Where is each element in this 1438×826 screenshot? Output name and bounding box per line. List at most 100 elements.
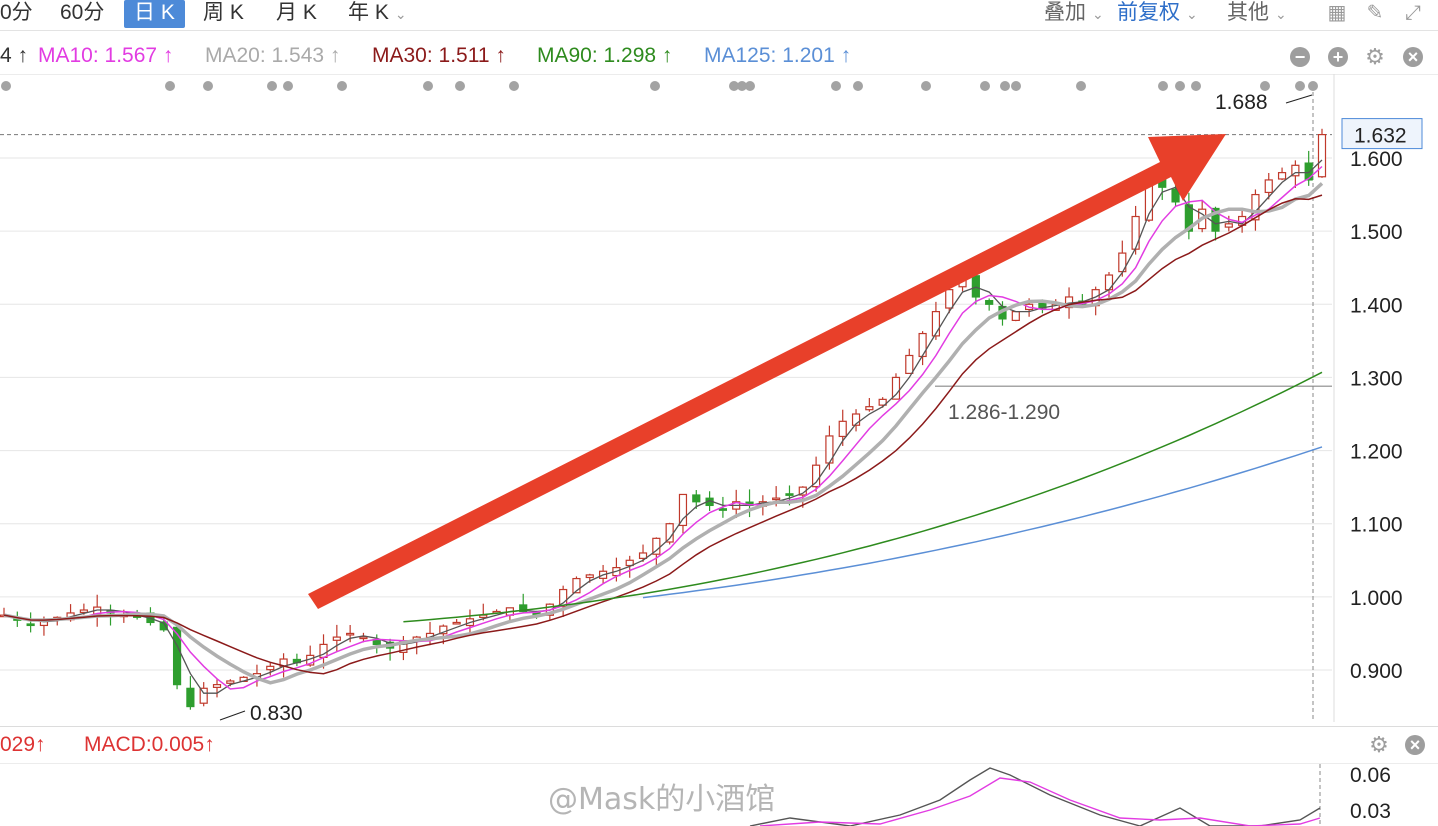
event-marker[interactable] bbox=[1000, 81, 1010, 91]
macd-dif-line bbox=[749, 767, 1321, 826]
current-price-box bbox=[1341, 118, 1423, 150]
ma5-legend: 4 ↑ bbox=[0, 44, 29, 67]
candle-body bbox=[652, 537, 661, 555]
candle-body bbox=[1224, 223, 1233, 228]
candle-body bbox=[439, 625, 448, 635]
candle-body bbox=[772, 497, 781, 501]
event-markers bbox=[1, 81, 1318, 91]
event-marker[interactable] bbox=[1295, 81, 1305, 91]
candle-body bbox=[1291, 164, 1300, 177]
event-marker[interactable] bbox=[455, 81, 465, 91]
period-tab-day[interactable]: 日 K bbox=[124, 0, 185, 28]
event-marker[interactable] bbox=[1076, 81, 1086, 91]
candle-body bbox=[585, 574, 594, 579]
ma20-line bbox=[3, 182, 1324, 685]
watermark: @Mask的小酒馆 bbox=[548, 782, 776, 817]
event-marker[interactable] bbox=[737, 81, 747, 91]
candle-body bbox=[865, 406, 874, 411]
period-tab-60min[interactable]: 60分 bbox=[60, 1, 105, 24]
ma-lines bbox=[3, 159, 1324, 694]
event-marker[interactable] bbox=[1308, 81, 1318, 91]
ma10-legend: MA10: 1.567 ↑ bbox=[38, 44, 174, 67]
fullscreen-icon[interactable]: ⤢ bbox=[1405, 2, 1421, 24]
event-marker[interactable] bbox=[1158, 81, 1168, 91]
event-marker[interactable] bbox=[650, 81, 660, 91]
candle-body bbox=[905, 354, 914, 374]
event-marker[interactable] bbox=[165, 81, 175, 91]
candle-body bbox=[559, 588, 568, 608]
event-marker[interactable] bbox=[283, 81, 293, 91]
chevron-down-icon: ⌄ bbox=[1275, 6, 1287, 22]
gear-icon[interactable]: ⚙ bbox=[1365, 44, 1385, 69]
event-marker[interactable] bbox=[509, 81, 519, 91]
y-tick-label: 1.300 bbox=[1350, 367, 1403, 390]
y-tick-label: 1.200 bbox=[1350, 441, 1403, 464]
macd-legend: 029↑ MACD:0.005↑ ⚙ × bbox=[0, 726, 1438, 764]
period-tab-year[interactable]: 年 K ⌄ bbox=[348, 0, 407, 28]
candle-body bbox=[812, 464, 821, 488]
period-tab-minute[interactable]: 0分 bbox=[0, 1, 33, 24]
event-marker[interactable] bbox=[729, 81, 739, 91]
y-tick-label: 1.600 bbox=[1350, 148, 1403, 171]
zoom-out-icon[interactable]: − bbox=[1290, 47, 1310, 67]
candle-body bbox=[985, 300, 994, 305]
candle-body bbox=[971, 275, 980, 298]
candle-body bbox=[1264, 179, 1273, 194]
event-marker[interactable] bbox=[423, 81, 433, 91]
candle-body bbox=[359, 636, 368, 640]
candle-body bbox=[199, 687, 208, 704]
candle-body bbox=[332, 636, 341, 641]
overlay-dropdown[interactable]: 叠加 ⌄ bbox=[1044, 0, 1104, 28]
candle-body bbox=[638, 552, 648, 559]
trend-arrow-shape bbox=[308, 134, 1226, 609]
close-icon[interactable]: × bbox=[1405, 735, 1425, 755]
event-marker[interactable] bbox=[1, 81, 11, 91]
current-price-label: 1.632 bbox=[1354, 125, 1407, 148]
event-marker[interactable] bbox=[267, 81, 277, 91]
macd-tick-label: 0.06 bbox=[1350, 764, 1391, 787]
event-marker[interactable] bbox=[980, 81, 990, 91]
candle-body bbox=[891, 376, 901, 400]
brush-icon[interactable]: ✎ bbox=[1366, 2, 1384, 24]
event-marker[interactable] bbox=[337, 81, 347, 91]
high-annotation: 1.688 bbox=[1215, 91, 1268, 114]
event-marker[interactable] bbox=[203, 81, 213, 91]
chevron-down-icon: ⌄ bbox=[1092, 6, 1104, 22]
chevron-down-icon: ⌄ bbox=[1186, 6, 1198, 22]
event-marker[interactable] bbox=[1191, 81, 1201, 91]
macd-dif-legend: 029↑ bbox=[0, 733, 46, 756]
ma30-line bbox=[3, 194, 1323, 675]
event-marker[interactable] bbox=[1260, 81, 1270, 91]
candle-body bbox=[346, 632, 355, 636]
macd-panel: 0.06 0.03 bbox=[749, 764, 1391, 826]
candle-body bbox=[665, 523, 674, 543]
candle-body bbox=[1184, 204, 1193, 232]
period-tab-month[interactable]: 月 K bbox=[276, 1, 317, 24]
event-marker[interactable] bbox=[921, 81, 931, 91]
candle-body bbox=[26, 623, 35, 627]
adjust-dropdown[interactable]: 前复权 ⌄ bbox=[1117, 0, 1198, 28]
y-tick-label: 0.900 bbox=[1350, 660, 1403, 683]
zoom-in-icon[interactable]: + bbox=[1328, 47, 1348, 67]
event-marker[interactable] bbox=[853, 81, 863, 91]
ma125-legend: MA125: 1.201 ↑ bbox=[704, 44, 852, 67]
event-marker[interactable] bbox=[745, 81, 755, 91]
ma10-line bbox=[3, 165, 1323, 690]
candle-body bbox=[1304, 162, 1313, 181]
other-dropdown[interactable]: 其他 ⌄ bbox=[1227, 0, 1287, 28]
candle-body bbox=[851, 413, 861, 426]
macd-tick-label: 0.03 bbox=[1350, 800, 1391, 823]
event-marker[interactable] bbox=[1011, 81, 1021, 91]
event-marker[interactable] bbox=[1175, 81, 1185, 91]
candle-body bbox=[945, 289, 954, 309]
candle-body bbox=[1211, 207, 1220, 232]
event-marker[interactable] bbox=[831, 81, 841, 91]
close-icon[interactable]: × bbox=[1403, 47, 1423, 67]
chevron-down-icon: ⌄ bbox=[394, 6, 407, 22]
grid-icon[interactable]: ▦ bbox=[1327, 2, 1347, 24]
trend-arrow bbox=[219, 94, 1313, 721]
gear-icon[interactable]: ⚙ bbox=[1369, 732, 1389, 757]
period-tab-week[interactable]: 周 K bbox=[203, 1, 244, 24]
high-pointer bbox=[1285, 94, 1313, 104]
